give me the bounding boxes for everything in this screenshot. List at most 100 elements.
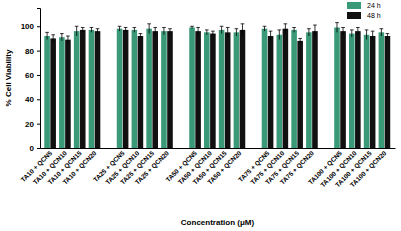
legend: 24 h48 h — [347, 2, 381, 19]
error-line — [387, 34, 388, 39]
error-line — [221, 26, 222, 33]
error-cap — [153, 27, 157, 28]
error-cap — [205, 29, 209, 30]
error-cap — [96, 28, 100, 29]
y-tick-label: 0 — [30, 144, 35, 153]
error-line — [82, 27, 83, 32]
x-tick-label: TA100 + QCN20 — [348, 149, 388, 189]
error-bar — [168, 29, 172, 34]
error-cap — [241, 23, 245, 24]
error-cap — [277, 29, 281, 30]
error-line — [270, 31, 271, 41]
error-cap — [263, 26, 267, 27]
bar — [204, 32, 210, 148]
bar — [80, 30, 86, 148]
legend-label: 24 h — [367, 2, 381, 9]
y-tick: 80 — [25, 47, 40, 56]
error-bar — [211, 31, 215, 36]
bar — [59, 37, 65, 148]
bar — [161, 31, 167, 148]
error-cap — [139, 33, 143, 34]
y-axis: 020406080100 — [21, 9, 41, 154]
error-cap — [75, 26, 79, 27]
y-tick-label: 60 — [25, 71, 34, 80]
bar — [349, 34, 355, 148]
y-tick-label: 80 — [25, 47, 34, 56]
error-bar — [118, 26, 122, 31]
bar — [117, 29, 123, 148]
error-line — [357, 27, 358, 34]
bar — [132, 30, 138, 148]
error-cap — [356, 27, 360, 28]
error-cap — [147, 23, 151, 24]
error-cap — [235, 28, 239, 29]
error-cap — [162, 27, 166, 28]
error-line — [67, 36, 68, 43]
error-bar — [335, 23, 339, 33]
error-bar — [124, 27, 128, 32]
error-bar — [235, 29, 239, 36]
error-line — [140, 34, 141, 39]
error-cap — [211, 31, 215, 32]
error-cap — [168, 28, 172, 29]
error-bar — [205, 30, 209, 35]
error-bar — [226, 27, 230, 37]
bar — [50, 38, 56, 148]
bar — [44, 36, 50, 148]
bar — [355, 31, 361, 148]
error-bar — [90, 27, 94, 32]
y-tick-mark — [37, 148, 40, 149]
error-cap — [118, 26, 122, 27]
error-cap — [220, 26, 224, 27]
error-cap — [386, 33, 390, 34]
legend-swatch — [347, 2, 361, 9]
error-line — [155, 27, 156, 34]
legend-swatch — [347, 12, 361, 19]
bar — [385, 36, 391, 148]
bar — [379, 32, 385, 148]
error-line — [351, 30, 352, 37]
error-bar — [75, 26, 79, 36]
bar — [262, 29, 268, 148]
error-bar — [313, 25, 317, 37]
bar — [210, 34, 216, 148]
error-line — [97, 29, 98, 34]
error-cap — [66, 36, 70, 37]
error-bar — [263, 26, 267, 31]
error-line — [206, 30, 207, 35]
error-cap — [350, 29, 354, 30]
x-tick-label: TA50 + QCN20 — [206, 149, 243, 186]
error-line — [47, 32, 48, 39]
bar — [146, 29, 152, 148]
error-line — [163, 27, 164, 34]
bar — [277, 35, 283, 148]
y-tick-label: 40 — [25, 95, 34, 104]
bar — [234, 32, 240, 148]
error-bar — [147, 24, 151, 34]
error-cap — [335, 22, 339, 23]
y-tick-label: 20 — [25, 120, 34, 129]
bar — [291, 30, 297, 148]
bar — [152, 31, 158, 148]
y-tick: 40 — [25, 95, 40, 104]
error-line — [366, 30, 367, 40]
y-tick-mark — [37, 75, 40, 76]
error-bar — [277, 30, 281, 40]
bar — [312, 31, 318, 148]
x-axis-line — [41, 148, 396, 149]
y-tick-mark — [37, 51, 40, 52]
error-line — [372, 31, 373, 41]
bar — [189, 27, 195, 148]
error-bar — [60, 34, 64, 41]
bar — [123, 30, 129, 148]
error-bar — [96, 29, 100, 34]
error-line — [76, 26, 77, 36]
bar — [370, 36, 376, 148]
error-line — [381, 29, 382, 36]
error-line — [285, 24, 286, 34]
error-line — [236, 29, 237, 36]
error-cap — [307, 28, 311, 29]
error-bar — [139, 34, 143, 39]
error-bar — [365, 30, 369, 40]
x-tick: TA100 + QCN20 — [348, 148, 388, 189]
